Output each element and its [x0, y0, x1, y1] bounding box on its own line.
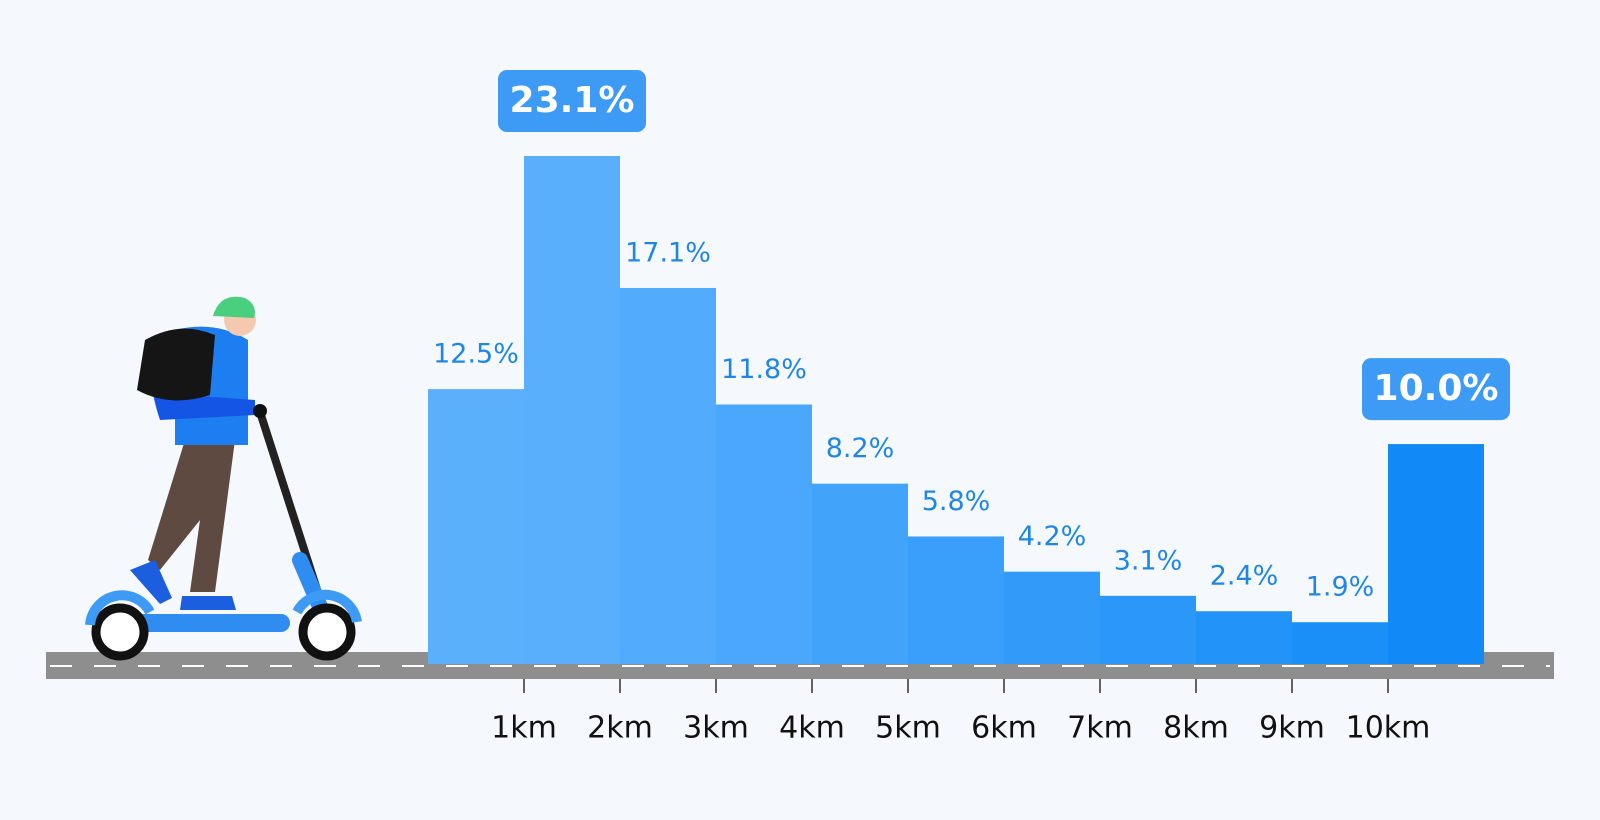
bar	[428, 389, 524, 664]
value-label: 1.9%	[1306, 572, 1375, 603]
x-tick-label: 4km	[779, 711, 845, 746]
x-tick-label: 3km	[683, 711, 749, 746]
legs	[148, 440, 235, 592]
value-label: 23.1%	[510, 80, 635, 121]
bar	[1100, 595, 1196, 664]
shoe	[130, 560, 172, 604]
shoe	[180, 596, 236, 610]
value-label: 17.1%	[625, 237, 711, 268]
scooter-rider	[85, 296, 362, 661]
value-label: 10.0%	[1374, 368, 1499, 409]
x-tick-label: 9km	[1259, 711, 1325, 746]
x-tick-label: 6km	[971, 711, 1037, 746]
bar	[620, 287, 716, 664]
value-badge	[1362, 358, 1510, 421]
bar	[524, 156, 620, 664]
backpack	[137, 328, 215, 401]
value-label: 2.4%	[1210, 561, 1279, 592]
value-label: 5.8%	[922, 486, 991, 517]
helmet	[213, 296, 255, 318]
value-label: 3.1%	[1114, 545, 1183, 576]
value-label: 12.5%	[433, 339, 519, 370]
value-label: 4.2%	[1018, 521, 1087, 552]
fender	[292, 589, 362, 624]
value-badge	[498, 70, 646, 132]
scooter-deck	[120, 614, 290, 632]
x-tick-label: 10km	[1346, 711, 1431, 746]
handle	[253, 404, 267, 418]
bar	[1292, 622, 1388, 664]
wheel	[91, 603, 149, 661]
bar	[1196, 611, 1292, 664]
fender	[85, 590, 155, 626]
bar	[1004, 571, 1100, 664]
x-tick-label: 1km	[491, 711, 557, 746]
x-tick-label: 7km	[1067, 711, 1133, 746]
bar	[716, 404, 812, 664]
x-tick-label: 8km	[1163, 711, 1229, 746]
bar	[1388, 444, 1484, 664]
x-tick-label: 5km	[875, 711, 941, 746]
bar	[908, 536, 1004, 664]
bar	[812, 483, 908, 664]
value-label: 8.2%	[826, 433, 895, 464]
x-tick-label: 2km	[587, 711, 653, 746]
value-label: 11.8%	[721, 354, 807, 385]
wheel	[298, 603, 356, 661]
